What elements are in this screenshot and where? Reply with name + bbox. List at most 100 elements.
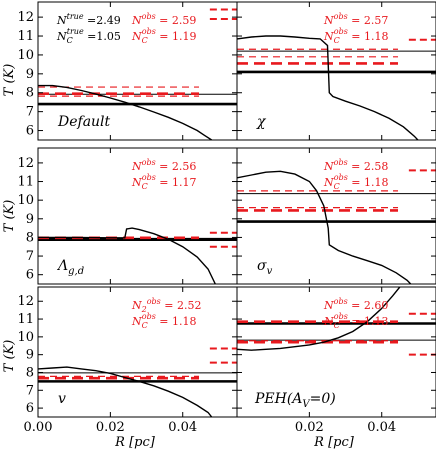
subscript: C [67, 36, 73, 45]
y-tick-label: 8 [26, 86, 34, 101]
symbol: N [131, 30, 142, 43]
temperature-profile-curve [237, 35, 419, 140]
value: = 1.18 [348, 176, 389, 189]
symbol: N [323, 315, 334, 328]
panel-label-main: χ [256, 114, 267, 130]
y-tick-label: 7 [26, 249, 34, 264]
y-tick-label: 6 [26, 124, 34, 139]
obs-annotation-line1: Nobs = 2.56 [131, 158, 196, 173]
symbol: N [131, 176, 142, 189]
subscript: C [334, 182, 340, 191]
panel-label-main: v [58, 391, 66, 407]
symbol: N [131, 299, 142, 312]
value: = 1.19 [156, 30, 197, 43]
x-axis-label-right: R [pc] [313, 435, 355, 450]
obs-annotation-line2: NCobs = 1.18 [323, 173, 389, 191]
symbol: N [131, 14, 142, 27]
value: = 2.60 [348, 299, 389, 312]
panel-content [38, 347, 237, 417]
panel-content [237, 35, 436, 140]
panel-content [38, 8, 237, 140]
subscript: C [334, 36, 340, 45]
superscript: obs [142, 312, 156, 321]
superscript: obs [334, 173, 348, 182]
x-tick-label: 0.00 [24, 420, 53, 435]
value: =2.49 [84, 14, 121, 27]
y-axis-label-bottom: T (K) [2, 340, 17, 373]
obs-annotation-line2: NCobs = 1.19 [131, 27, 197, 45]
obs-annotation-line1: N2obs = 2.52 [131, 297, 201, 314]
value: = 1.18 [348, 30, 389, 43]
panel-label: PEH(AV=0) [254, 391, 336, 410]
obs-annotation-line1: Nobs = 2.58 [323, 158, 388, 173]
obs-annotation-line1: Nobs = 2.60 [323, 297, 388, 312]
superscript: obs [142, 27, 156, 36]
x-tick-label: 0.02 [96, 420, 125, 435]
obs-annotation-line2: NCobs = 1.18 [131, 312, 197, 330]
panel-label: v [58, 391, 66, 407]
panel-label-main: Default [57, 114, 111, 130]
panel-label-sub: v [267, 266, 273, 277]
y-axis-label-middle: T (K) [2, 200, 17, 233]
y-tick-label: 9 [26, 348, 34, 363]
panel-5: 6 7 8 9 10 11 12 0.00 0.02 0.04 N2obs = 2.52NCobs … [17, 286, 238, 435]
obs-annotation-line2: NCobs = 1.13 [323, 312, 389, 330]
y-tick-label: 6 [26, 268, 34, 283]
y-tick-label: 11 [17, 175, 34, 190]
value: =1.05 [84, 30, 121, 43]
obs-annotation-line2: NCobs = 1.18 [323, 27, 389, 45]
panel-label: Default [57, 114, 111, 130]
x-axis-label-left: R [pc] [114, 435, 156, 450]
obs-annotation-line2: NCobs = 1.17 [131, 173, 197, 191]
value: = 2.56 [156, 160, 197, 173]
x-tick-label: 0.04 [367, 420, 396, 435]
panel-label: χ [256, 114, 267, 130]
y-tick-label: 8 [26, 230, 34, 245]
symbol: N [323, 299, 334, 312]
temperature-profile-curve [38, 366, 213, 417]
value: = 2.52 [161, 299, 202, 312]
superscript: obs [334, 158, 348, 167]
true-annotation-line2: NCtrue =1.05 [56, 27, 121, 45]
panel-label-sub: g,d [68, 266, 84, 277]
y-tick-label: 10 [17, 193, 34, 208]
value: = 1.17 [156, 176, 197, 189]
subscript: 2 [141, 305, 147, 314]
symbol: N [56, 30, 67, 43]
y-tick-label: 10 [17, 330, 34, 345]
y-tick-label: 12 [17, 294, 34, 309]
panel-label: σv [257, 258, 273, 277]
y-tick-label: 11 [17, 29, 34, 44]
value: = 2.58 [348, 160, 389, 173]
panel-content [38, 227, 237, 284]
superscript: obs [142, 12, 156, 21]
symbol: N [131, 160, 142, 173]
panel-label-main: σ [257, 258, 267, 274]
temperature-profile-curve [237, 287, 401, 351]
superscript: obs [334, 297, 348, 306]
obs-annotation-line1: Nobs = 2.57 [323, 12, 388, 27]
y-tick-label: 8 [26, 365, 34, 380]
symbol: N [323, 30, 334, 43]
symbol: N [323, 14, 334, 27]
x-tick-label: 0.04 [168, 420, 197, 435]
obs-annotation-line1: Nobs = 2.59 [131, 12, 196, 27]
panel-label: Λg,d [56, 258, 84, 277]
panel-label-tail: =0) [310, 391, 336, 407]
symbol: N [323, 176, 334, 189]
superscript: obs [334, 312, 348, 321]
superscript: obs [147, 297, 161, 306]
subscript: C [142, 36, 148, 45]
panel-label-main: Λ [56, 258, 68, 274]
value: = 1.13 [348, 315, 389, 328]
subscript: C [142, 182, 148, 191]
value: = 1.18 [156, 315, 197, 328]
temperature-profile-curve [38, 227, 216, 284]
panel-frame [236, 286, 436, 418]
superscript: true [67, 12, 84, 21]
